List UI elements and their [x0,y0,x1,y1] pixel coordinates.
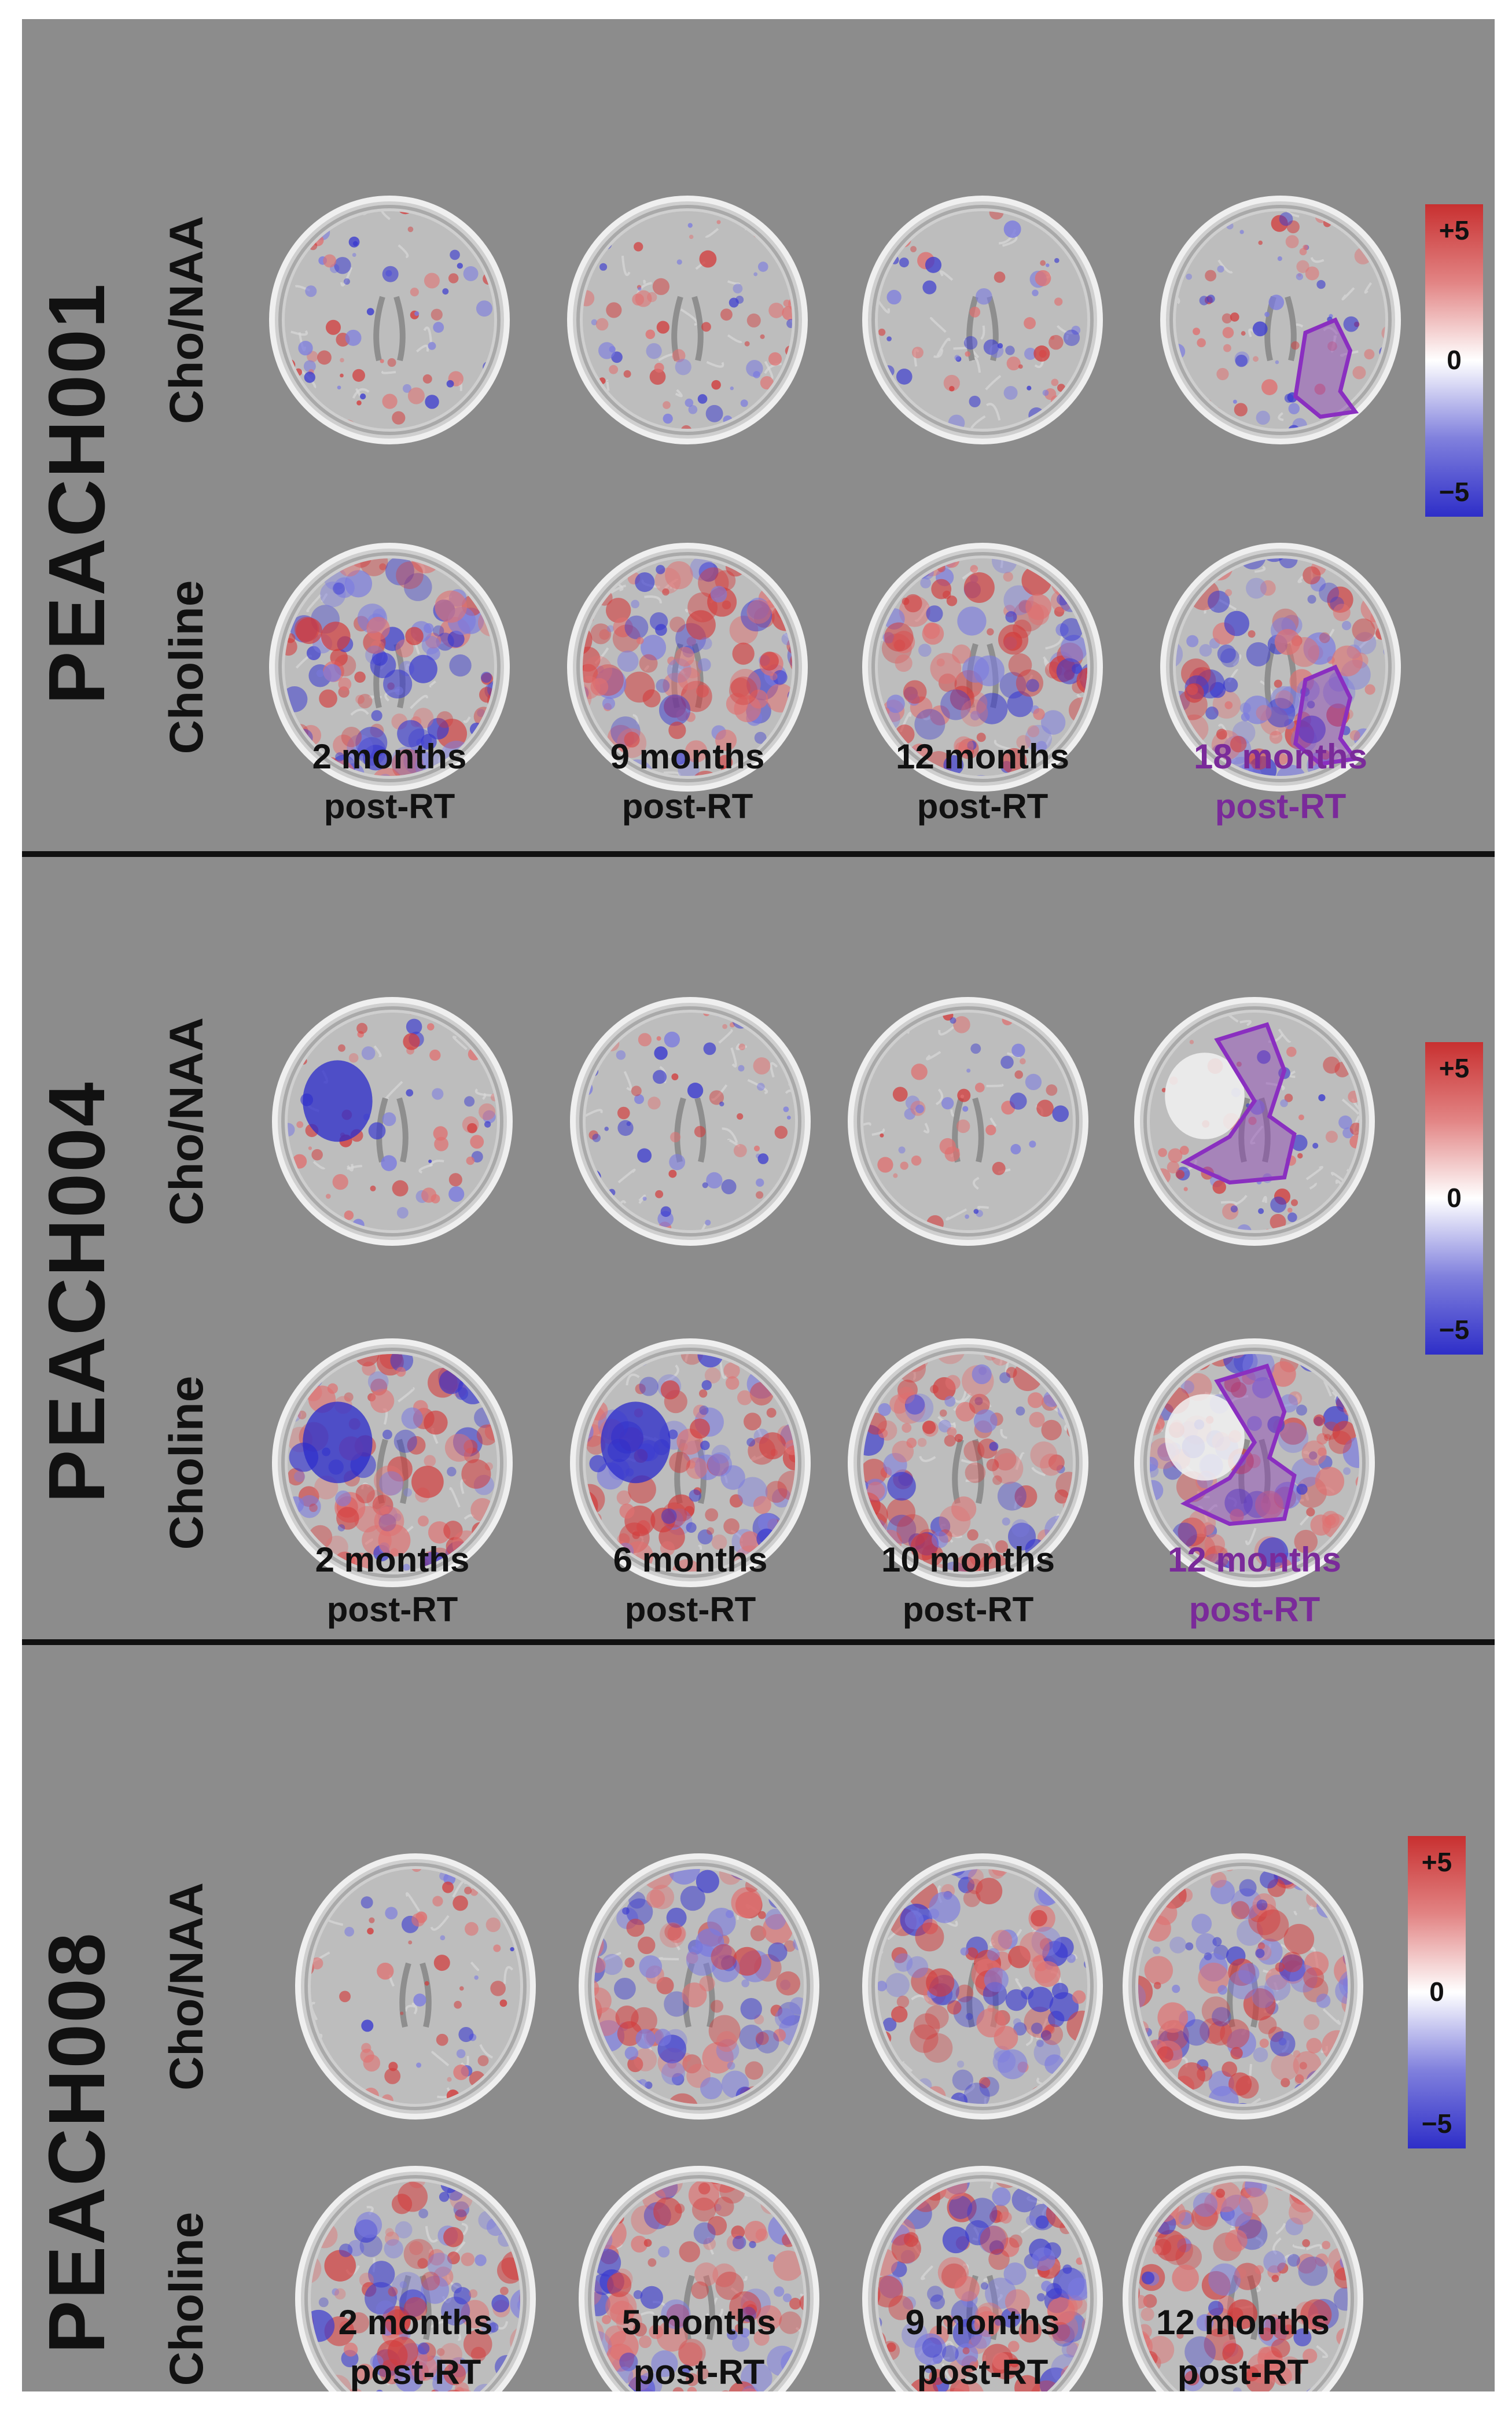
timepoint-label: 12 months post-RT [1121,2298,1364,2391]
brain-slice-choline-t2 [575,2163,823,2391]
brain-slice-cho-naa-t4 [1156,193,1405,447]
brain-slice-cho-naa-t2 [575,1850,823,2122]
timepoint-post-rt: post-RT [1215,787,1347,826]
brain-slice-choline-t4 [1156,540,1405,794]
timepoint-months: 10 months [881,1540,1055,1579]
timepoint-post-rt: post-RT [917,787,1049,826]
timepoint-label: 2 months post-RT [271,1535,514,1635]
colorbar: +5 0 −5 [1425,204,1483,517]
row-label-choline: Choline [160,1375,213,1550]
timepoint-post-rt: post-RT [323,787,455,826]
timepoint-post-rt: post-RT [1189,1590,1320,1629]
timepoint-label: 12 months post-RT [861,732,1104,831]
patient-label: PEACH004 [32,1081,122,1503]
brain-slice-cho-naa-t4 [1130,994,1379,1249]
patient-panel-3: PEACH008 Cho/NAA Choline 2 months post-RT 5 m… [22,1645,1495,2391]
timepoint-label: 2 months post-RT [294,2298,537,2391]
brain-slice-choline-t2 [566,1335,815,1590]
colorbar-mid-label: 0 [1447,345,1462,375]
brain-slice-cho-naa-t2 [566,994,815,1249]
timepoint-label: 6 months post-RT [569,1535,812,1635]
row-label-cho-naa: Cho/NAA [160,1882,213,2091]
colorbar-gradient [1425,204,1483,517]
brain-slice-choline-t3 [844,1335,1092,1590]
timepoint-post-rt: post-RT [326,1590,458,1629]
lesion-contour [1293,317,1359,419]
colorbar-max-label: +5 [1439,215,1470,245]
timepoint-post-rt: post-RT [1177,2353,1309,2391]
timepoint-months: 2 months [338,2303,493,2342]
timepoint-months: 18 months [1193,737,1368,776]
timepoint-label: 5 months post-RT [577,2298,821,2391]
brain-slice-choline-t3 [858,540,1107,794]
timepoint-post-rt: post-RT [633,2353,765,2391]
timepoint-label: 2 months post-RT [268,732,511,831]
brain-slice-choline-t1 [268,1335,517,1590]
colorbar: +5 0 −5 [1425,1042,1483,1355]
timepoint-months: 2 months [312,737,467,776]
brain-slice-cho-naa-t1 [268,994,517,1249]
timepoint-months: 2 months [315,1540,470,1579]
patient-label: PEACH001 [32,282,122,705]
panel-divider [22,851,1495,857]
timepoint-label: 12 months post-RT [1133,1535,1376,1635]
figure: PEACH001 Cho/NAA Choline 2 months post-RT 9 m… [22,19,1495,2391]
brain-slice-cho-naa-t2 [563,193,812,447]
colorbar-gradient [1408,1836,1466,2148]
brain-slice-cho-naa-t3 [844,994,1092,1249]
brain-slice-choline-t4 [1130,1335,1379,1590]
brain-slice-cho-naa-t1 [291,1850,540,2122]
row-label-choline: Choline [160,2212,213,2386]
colorbar-max-label: +5 [1421,1847,1452,1877]
colorbar-min-label: −5 [1439,1315,1470,1345]
lesion-contour [1293,664,1359,766]
panel-divider [22,1639,1495,1645]
timepoint-label: 18 months post-RT [1159,732,1402,831]
timepoint-label: 9 months post-RT [566,732,809,831]
brain-slice-choline-t4 [1119,2163,1367,2391]
patient-label: PEACH008 [32,1931,122,2354]
timepoint-label: 10 months post-RT [847,1535,1090,1635]
brain-slice-cho-naa-t3 [858,1850,1107,2122]
patient-panel-1: PEACH001 Cho/NAA Choline 2 months post-RT 9 m… [22,19,1495,851]
timepoint-post-rt: post-RT [624,1590,756,1629]
timepoint-months: 12 months [1167,1540,1342,1579]
timepoint-months: 9 months [610,737,765,776]
timepoint-post-rt: post-RT [917,2353,1049,2391]
timepoint-post-rt: post-RT [621,787,753,826]
colorbar-mid-label: 0 [1447,1183,1462,1213]
timepoint-months: 9 months [905,2303,1060,2342]
brain-slice-cho-naa-t1 [265,193,514,447]
colorbar-max-label: +5 [1439,1053,1470,1083]
timepoint-post-rt: post-RT [350,2353,481,2391]
patient-panel-2: PEACH004 Cho/NAA Choline 2 months post-RT 6 m… [22,857,1495,1639]
brain-slice-cho-naa-t3 [858,193,1107,447]
timepoint-post-rt: post-RT [902,1590,1034,1629]
lesion-contour [1180,1022,1297,1185]
timepoint-months: 5 months [621,2303,777,2342]
brain-slice-cho-naa-t4 [1119,1850,1367,2122]
brain-slice-choline-t2 [563,540,812,794]
brain-slice-choline-t1 [291,2163,540,2391]
row-label-choline: Choline [160,580,213,755]
timepoint-months: 6 months [613,1540,768,1579]
row-label-cho-naa: Cho/NAA [160,1017,213,1226]
row-label-cho-naa: Cho/NAA [160,216,213,424]
timepoint-months: 12 months [1156,2303,1330,2342]
colorbar-gradient [1425,1042,1483,1355]
colorbar: +5 0 −5 [1408,1836,1466,2148]
brain-slice-choline-t1 [265,540,514,794]
colorbar-min-label: −5 [1421,2109,1452,2139]
timepoint-label: 9 months post-RT [861,2298,1104,2391]
colorbar-min-label: −5 [1439,477,1470,507]
colorbar-mid-label: 0 [1429,1977,1444,2007]
timepoint-months: 12 months [895,737,1070,776]
brain-slice-choline-t3 [858,2163,1107,2391]
lesion-contour [1180,1363,1297,1526]
